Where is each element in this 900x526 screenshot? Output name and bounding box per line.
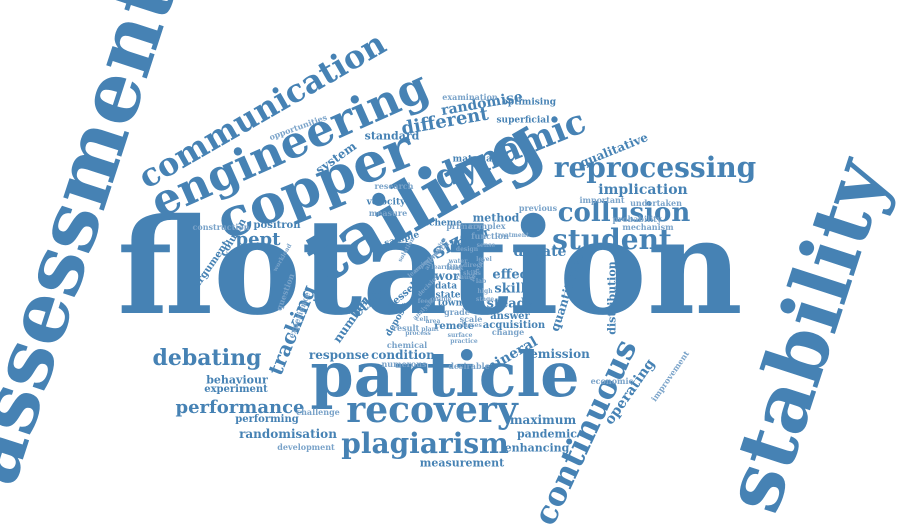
word-undertaken: undertaken <box>630 198 682 208</box>
word-implication: implication <box>598 182 688 198</box>
word-result: result <box>392 323 420 333</box>
word-optimising: optimising <box>501 97 557 108</box>
word-cell: cell <box>415 316 429 323</box>
word-emission: emission <box>530 347 590 361</box>
word-distribution: distribution <box>605 261 619 335</box>
word-response: response <box>308 348 370 362</box>
word-lab: lab <box>475 278 487 285</box>
word-performing: performing <box>235 414 299 425</box>
word-improvement: improvement <box>648 348 692 404</box>
word-previous: previous <box>518 203 558 213</box>
word-condition: condition <box>371 348 435 362</box>
word-change: change <box>491 327 525 337</box>
word-answer: answer <box>490 311 530 322</box>
word-state: state <box>435 290 461 301</box>
word-development: development <box>277 442 335 452</box>
word-particle: particle <box>310 338 580 411</box>
word-flotation: flotation <box>117 190 743 345</box>
word-feed: feed <box>417 298 433 305</box>
word-method: method <box>472 211 520 225</box>
word-treatment: treatment <box>495 232 529 239</box>
word-positron: positron <box>253 220 301 231</box>
word-important: important <box>579 195 625 205</box>
word-debate: debate <box>513 244 567 260</box>
word-skill: skill <box>494 281 526 297</box>
word-primary: primary <box>446 221 482 231</box>
word-process: process <box>405 330 431 337</box>
word-reprocessing: reprocessing <box>553 151 757 184</box>
word-measurement: measurement <box>419 456 505 470</box>
word-direct: direct <box>463 262 483 269</box>
word-plant: plant <box>421 326 439 333</box>
word-remote: remote <box>434 321 474 332</box>
word-high: high <box>477 288 493 295</box>
word-sense: sense <box>476 242 496 249</box>
word-measure: measure <box>368 208 408 218</box>
word-probability: probability <box>612 214 662 224</box>
word-water: water <box>448 258 468 265</box>
word-pept: pept <box>235 229 281 250</box>
word-experiment: experiment <box>204 384 268 395</box>
word-level: level <box>476 256 492 263</box>
word-town: town <box>437 298 463 309</box>
word-challenge: challenge <box>296 407 340 417</box>
word-area: area <box>425 318 441 325</box>
word-behaviour: behaviour <box>206 373 268 387</box>
word-debating: debating <box>152 345 262 371</box>
word-bank: bank <box>446 265 464 272</box>
word-function: function <box>471 231 509 241</box>
word-velocity: velocity <box>366 197 406 208</box>
word-construction: construction <box>192 222 250 232</box>
word-grade: grade <box>444 307 470 317</box>
word-complex: complex <box>468 221 506 231</box>
word-recovery: recovery <box>346 389 518 431</box>
word-mechanism: mechanism <box>622 222 674 232</box>
word-material: material <box>452 154 496 165</box>
word-pandemic: pandemic <box>516 427 578 441</box>
word-effect: effect <box>492 267 534 283</box>
word-numerous: numerous <box>381 359 427 369</box>
word-online: online <box>430 296 452 303</box>
word-acquisition: acquisition <box>482 320 546 331</box>
word-scheme: scheme <box>423 218 463 229</box>
word-work: work <box>434 269 468 283</box>
word-classes: classes <box>458 322 482 329</box>
word-cause: cause <box>456 274 476 281</box>
word-fine: fine <box>446 261 464 271</box>
word-performance: performance <box>175 397 305 418</box>
word-desirable: desirable <box>448 361 490 371</box>
word-superficial: superficial <box>496 115 550 126</box>
word-skills: skills <box>463 270 481 277</box>
word-economic: economic <box>590 376 634 386</box>
word-research: research <box>374 181 414 191</box>
word-chemical: chemical <box>386 340 428 350</box>
word-collusion: collusion <box>557 198 691 228</box>
word-design: design <box>455 246 479 253</box>
word-learn: learn <box>431 264 449 271</box>
word-enhancing: enhancing <box>504 441 570 455</box>
word-examination: examination <box>442 92 498 102</box>
word-student: student <box>552 223 672 256</box>
word-practice: practice <box>450 338 478 345</box>
word-stage: stage <box>475 296 495 303</box>
word-standard: standard <box>364 129 420 143</box>
word-scale: scale <box>459 314 483 324</box>
word-steady: steady <box>486 296 534 312</box>
word-plagiarism: plagiarism <box>341 427 509 460</box>
word-surface: surface <box>447 332 473 339</box>
word-randomisation: randomisation <box>239 427 337 441</box>
word-maximum: maximum <box>509 413 577 427</box>
word-data: data <box>434 281 458 292</box>
